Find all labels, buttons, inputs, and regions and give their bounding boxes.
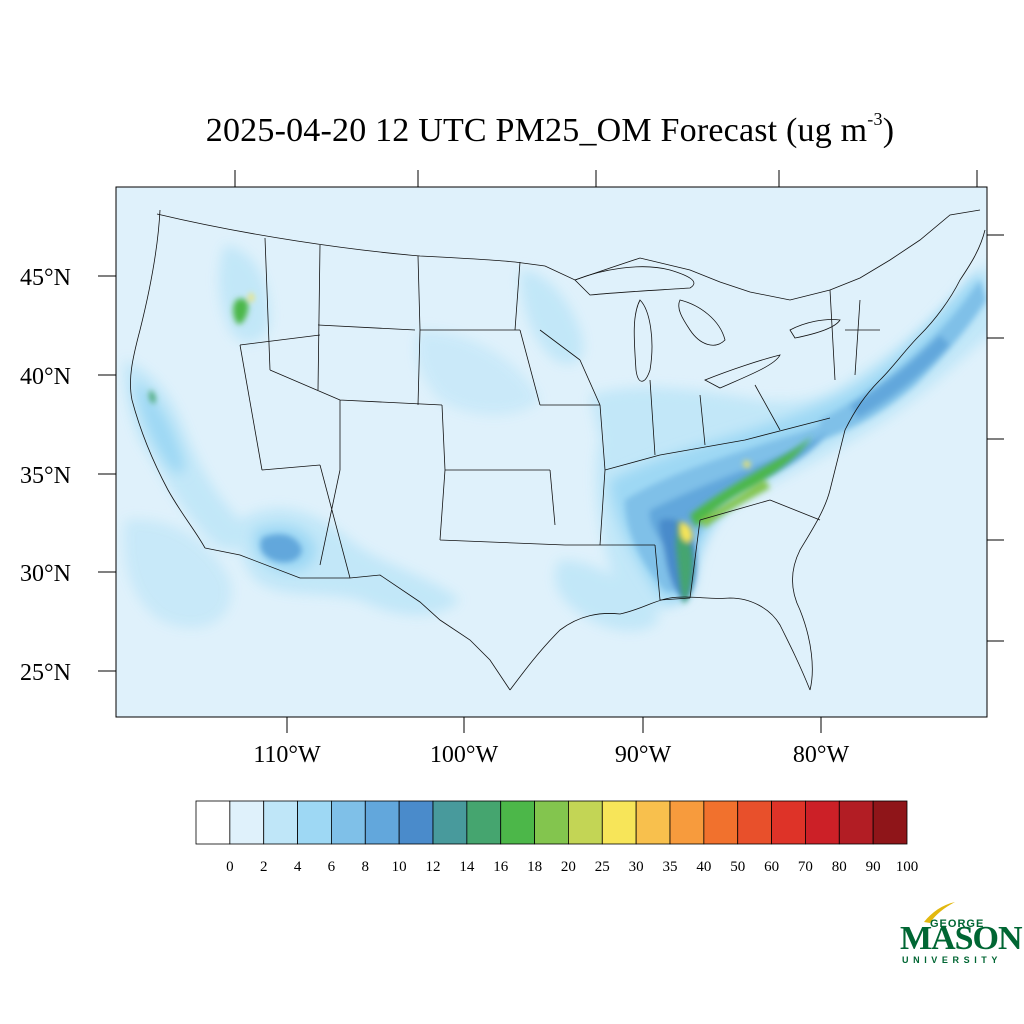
colorbar-label: 20 <box>561 859 576 875</box>
colorbar-swatch <box>635 800 671 845</box>
lake-erie <box>704 354 781 389</box>
colorbar-label: 16 <box>493 859 509 875</box>
lake-ontario <box>789 319 841 339</box>
colorbar: 0 2 4 6 8 10 12 14 16 18 20 25 30 35 40 50 60 70 80 90 100 <box>195 800 919 875</box>
colorbar-swatch <box>534 800 569 845</box>
lon-label-110: 110°W <box>253 742 321 768</box>
colorbar-swatch <box>838 800 874 845</box>
colorbar-swatch <box>331 800 366 845</box>
pm-region-arizona-core <box>260 534 302 563</box>
lon-label-90: 90°W <box>615 742 672 768</box>
lon-label-80: 80°W <box>793 742 850 768</box>
pm-streak-california <box>149 390 156 404</box>
colorbar-label: 14 <box>459 859 475 875</box>
pm-hotspot-tennessee <box>743 460 751 468</box>
colorbar-label: 40 <box>696 859 711 875</box>
lon-label-100: 100°W <box>430 742 499 768</box>
colorbar-label: 30 <box>629 859 644 875</box>
colorbar-swatch <box>669 800 705 845</box>
colorbar-label: 90 <box>866 859 881 875</box>
colorbar-label: 60 <box>764 859 779 875</box>
colorbar-label: 12 <box>426 859 441 875</box>
colorbar-label: 10 <box>392 859 407 875</box>
colorbar-swatch <box>703 800 739 845</box>
lake-huron <box>678 299 726 346</box>
colorbar-swatch <box>737 800 772 845</box>
lat-label-25: 25°N <box>20 660 71 686</box>
colorbar-swatch <box>805 800 840 845</box>
border-us-mexico <box>204 547 511 691</box>
swoosh-icon <box>924 902 955 923</box>
colorbar-swatch <box>229 800 265 845</box>
colorbar-label: 6 <box>328 859 336 875</box>
map-title-text: 2025-04-20 12 UTC PM25_OM Forecast (ug m <box>205 112 868 149</box>
pm-streak-georgia-2 <box>700 480 770 528</box>
pm25-field <box>123 245 987 631</box>
colorbar-label: 0 <box>226 859 234 875</box>
pm-region-upper-midwest <box>520 270 584 364</box>
colorbar-label: 2 <box>260 859 268 875</box>
gmu-logo: GEORGE MASON UNIVERSITY <box>892 898 1023 970</box>
colorbar-label: 80 <box>832 859 847 875</box>
pm-streak-georgia <box>690 436 812 528</box>
lat-label-30: 30°N <box>20 561 71 587</box>
colorbar-swatch <box>297 800 332 845</box>
colorbar-label: 25 <box>595 859 610 875</box>
colorbar-label: 18 <box>527 859 542 875</box>
pm-region-california <box>135 380 185 474</box>
colorbar-swatch <box>364 800 400 845</box>
colorbar-swatch <box>195 800 231 845</box>
logo-line-george: GEORGE <box>930 918 985 930</box>
pm-streak-idaho <box>233 298 249 325</box>
boundaries <box>130 209 986 691</box>
lat-label-45: 45°N <box>20 265 71 291</box>
logo-line-mason: MASON <box>900 920 1023 957</box>
colorbar-swatch <box>500 800 535 845</box>
pm-hotspot-alabama <box>680 522 693 542</box>
lat-label-35: 35°N <box>20 463 71 489</box>
map-title-suffix: ) <box>882 112 895 149</box>
colorbar-swatch <box>263 800 298 845</box>
lake-michigan <box>633 299 653 382</box>
map-title: 2025-04-20 12 UTC PM25_OM Forecast (ug m… <box>0 108 1024 150</box>
colorbar-label: 70 <box>798 859 813 875</box>
colorbar-swatch <box>432 800 468 845</box>
lat-label-40: 40°N <box>20 364 71 390</box>
pm-hotspot-idaho <box>248 293 254 302</box>
coast-gulf <box>509 596 811 691</box>
pm-region-central-plains <box>416 330 540 415</box>
colorbar-swatch <box>398 800 434 845</box>
coast-pacific <box>130 209 206 549</box>
colorbar-swatch <box>568 800 603 845</box>
pm-region-atlantic-core <box>850 335 950 418</box>
pm-region-mexico-west <box>123 519 232 628</box>
map-title-superscript: -3 <box>867 108 883 129</box>
colorbar-label: 8 <box>362 859 370 875</box>
colorbar-swatch <box>872 800 908 845</box>
pm-region-gulf <box>555 560 660 631</box>
colorbar-swatch <box>466 800 502 845</box>
colorbar-label: 50 <box>730 859 745 875</box>
lake-superior <box>574 266 695 296</box>
border-us-canada <box>156 209 981 301</box>
pm-region-idaho <box>218 245 270 343</box>
colorbar-swatch <box>601 800 637 845</box>
logo-line-university: UNIVERSITY <box>902 955 1003 965</box>
colorbar-swatch <box>771 800 806 845</box>
colorbar-label: 4 <box>294 859 302 875</box>
coast-atlantic <box>792 229 986 691</box>
colorbar-label: 35 <box>663 859 678 875</box>
tick-marks <box>98 170 1004 733</box>
colorbar-label: 100 <box>896 859 919 875</box>
map-frame <box>115 186 988 718</box>
